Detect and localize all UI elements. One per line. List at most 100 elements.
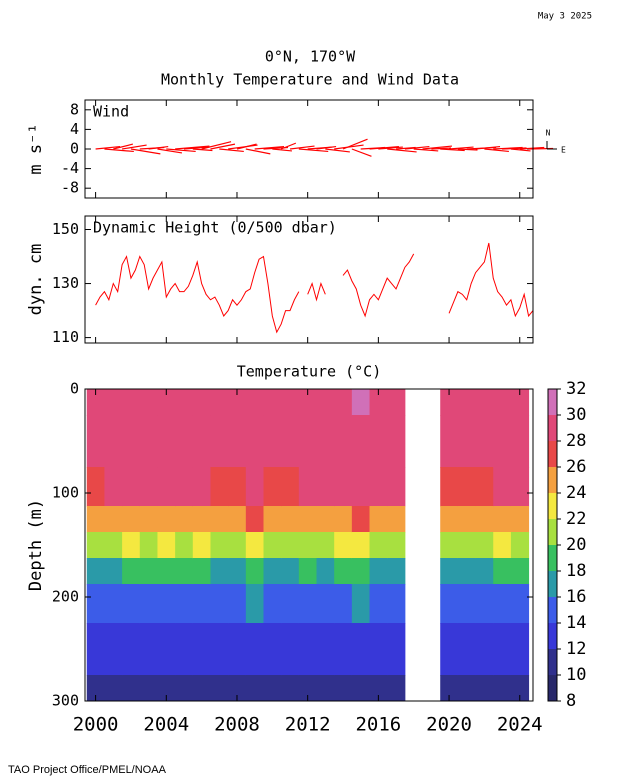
colorbar-band	[548, 545, 557, 571]
temperature-cell	[157, 675, 176, 701]
temperature-cell	[351, 558, 371, 585]
temperature-cell	[351, 623, 371, 676]
compass-label: N	[546, 129, 551, 138]
temperature-cell	[298, 389, 318, 416]
temperature-cell	[104, 532, 123, 559]
colorbar-label: 26	[566, 457, 586, 477]
line-segment	[307, 281, 326, 302]
temperature-cell	[440, 506, 459, 533]
temperature-cell	[281, 675, 300, 701]
colorbar-band	[548, 519, 557, 545]
wind-stick	[157, 148, 183, 154]
colorbar-band	[548, 415, 557, 441]
temperature-cell	[493, 467, 512, 507]
wind-stick	[369, 145, 399, 150]
temperature-cell	[298, 558, 318, 585]
temperature-cell	[387, 623, 406, 676]
temperature-cell	[139, 558, 158, 585]
temperature-cell	[298, 584, 318, 624]
figure-title: 0°N, 170°W	[265, 48, 356, 66]
colorbar-band	[548, 389, 557, 415]
colorbar-band	[548, 597, 557, 623]
temperature-cell	[245, 532, 264, 559]
temperature-cell	[210, 506, 229, 533]
y-tick-label: 0	[70, 380, 79, 398]
temperature-cell	[263, 558, 282, 585]
temperature-cell	[192, 623, 211, 676]
wind-stick	[342, 138, 368, 150]
y-axis-label: m s⁻¹	[26, 123, 46, 174]
temperature-cell	[298, 415, 318, 468]
y-axis-label: dyn. cm	[26, 244, 46, 316]
temperature-cell	[122, 532, 141, 559]
colorbar-label: 22	[566, 509, 586, 529]
wind-stick	[236, 143, 257, 150]
temperature-cell	[510, 584, 530, 624]
temperature-cell	[192, 532, 211, 559]
temperature-cell	[86, 506, 105, 533]
panel-title: Dynamic Height (0/500 dbar)	[93, 219, 337, 237]
temperature-cell	[175, 532, 194, 559]
temperature-cell	[192, 675, 211, 701]
line-segment	[95, 255, 300, 334]
x-tick-label: 2008	[214, 714, 260, 736]
temperature-cell	[475, 584, 494, 624]
temperature-cell	[104, 675, 123, 701]
temperature-cell	[475, 389, 494, 416]
y-tick-label: -4	[61, 159, 79, 177]
compass-label: E	[561, 146, 566, 155]
temperature-cell	[316, 467, 335, 507]
temperature-cell	[263, 467, 282, 507]
temperature-cell	[245, 584, 264, 624]
colorbar-label: 24	[566, 483, 586, 503]
temperature-cell	[298, 467, 318, 507]
temperature-cell	[440, 675, 459, 701]
temperature-cell	[122, 675, 141, 701]
temperature-cell	[192, 415, 211, 468]
temperature-cell	[122, 389, 141, 416]
temperature-cell	[298, 506, 318, 533]
colorbar-label: 32	[566, 379, 586, 399]
wind-stick	[175, 145, 210, 150]
temperature-cell	[210, 415, 229, 468]
temperature-cell	[263, 506, 282, 533]
temperature-cell	[510, 389, 530, 416]
y-tick-label: -8	[61, 179, 79, 197]
temperature-cell	[122, 506, 141, 533]
temperature-cell	[245, 467, 264, 507]
temperature-cell	[457, 467, 477, 507]
temperature-cell	[457, 389, 477, 416]
temperature-cell	[228, 558, 247, 585]
temperature-cell	[334, 558, 353, 585]
temperature-cell	[263, 415, 282, 468]
colorbar-label: 14	[566, 613, 586, 633]
colorbar-label: 10	[566, 665, 586, 685]
temperature-cell	[387, 532, 406, 559]
temperature-cell	[104, 623, 123, 676]
wind-stick	[219, 148, 244, 153]
temperature-cell	[493, 558, 512, 585]
temperature-cell	[316, 623, 335, 676]
wind-stick	[95, 145, 121, 150]
temperature-cell	[228, 415, 247, 468]
colorbar-label: 28	[566, 431, 586, 451]
temperature-cell	[139, 584, 158, 624]
colorbar-band	[548, 493, 557, 519]
temperature-cell	[510, 558, 530, 585]
x-tick-label: 2020	[426, 714, 472, 736]
temperature-cell	[387, 467, 406, 507]
temperature-cell	[86, 389, 105, 416]
wind-stick	[519, 146, 545, 150]
wind-stick	[404, 145, 430, 150]
temperature-cell	[210, 675, 229, 701]
temperature-cell	[316, 389, 335, 416]
temperature-cell	[281, 584, 300, 624]
wind-stick	[449, 146, 474, 150]
temperature-cell	[457, 506, 477, 533]
x-tick-label: 2004	[143, 714, 189, 736]
temperature-cell	[369, 675, 388, 701]
temperature-cell	[475, 623, 494, 676]
temperature-cell	[157, 532, 176, 559]
temperature-cell	[369, 584, 388, 624]
footer: TAO Project Office/PMEL/NOAA	[8, 764, 167, 776]
